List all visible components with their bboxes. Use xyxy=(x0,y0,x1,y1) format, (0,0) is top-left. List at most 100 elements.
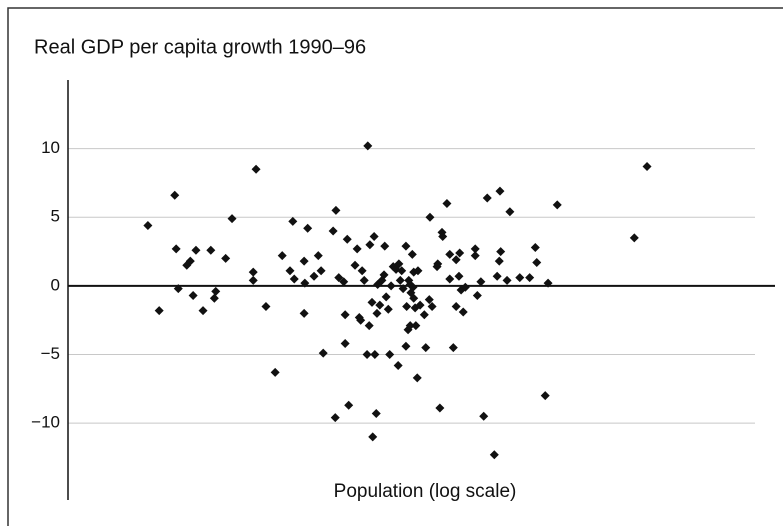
point xyxy=(401,241,411,251)
point xyxy=(451,255,461,265)
point xyxy=(261,301,271,311)
point xyxy=(492,271,502,281)
point xyxy=(170,190,180,200)
point xyxy=(299,308,309,318)
point xyxy=(642,161,652,171)
point xyxy=(356,315,366,325)
point xyxy=(300,278,310,288)
point xyxy=(489,450,499,460)
point xyxy=(458,307,468,317)
point xyxy=(445,249,455,259)
point xyxy=(415,300,425,310)
point xyxy=(412,373,422,383)
point xyxy=(482,193,492,203)
point xyxy=(372,308,382,318)
point xyxy=(185,256,195,266)
point xyxy=(340,339,350,349)
point xyxy=(359,275,369,285)
y-tick-label: 10 xyxy=(41,138,60,157)
point xyxy=(496,247,506,257)
point xyxy=(552,200,562,210)
point xyxy=(365,240,375,250)
point xyxy=(433,259,443,269)
point xyxy=(398,284,408,294)
point xyxy=(206,245,216,255)
point xyxy=(540,391,550,401)
y-tick-label: −10 xyxy=(31,413,60,432)
point xyxy=(442,199,452,209)
point xyxy=(352,244,362,254)
y-tick-label: −5 xyxy=(41,344,60,363)
point xyxy=(397,266,407,276)
point xyxy=(460,282,470,292)
point xyxy=(401,341,411,351)
point xyxy=(395,275,405,285)
point xyxy=(154,306,164,316)
point xyxy=(248,275,258,285)
point xyxy=(362,350,372,360)
point xyxy=(425,212,435,222)
point xyxy=(495,186,505,196)
point xyxy=(344,400,354,410)
point xyxy=(331,205,341,215)
point xyxy=(363,141,373,151)
point xyxy=(368,432,378,442)
point xyxy=(470,244,480,254)
point xyxy=(364,321,374,331)
point xyxy=(421,343,431,353)
point xyxy=(409,293,419,303)
point xyxy=(530,242,540,252)
point xyxy=(251,164,261,174)
chart-title: Real GDP per capita growth 1990–96 xyxy=(34,36,366,58)
point xyxy=(313,251,323,261)
point xyxy=(369,231,379,241)
point xyxy=(380,241,390,251)
point xyxy=(330,413,340,423)
point xyxy=(370,350,380,360)
point xyxy=(385,350,395,360)
point xyxy=(299,256,309,266)
point xyxy=(285,266,295,276)
point xyxy=(394,259,404,269)
point xyxy=(383,304,393,314)
point xyxy=(629,233,639,243)
point xyxy=(405,321,415,331)
point xyxy=(438,231,448,241)
point xyxy=(502,275,512,285)
point xyxy=(379,270,389,280)
point xyxy=(472,290,482,300)
point xyxy=(479,411,489,421)
point xyxy=(318,348,328,358)
point xyxy=(445,274,455,284)
point xyxy=(277,251,287,261)
point xyxy=(470,251,480,261)
point xyxy=(309,271,319,281)
point xyxy=(340,310,350,320)
point xyxy=(367,297,377,307)
point xyxy=(419,310,429,320)
point xyxy=(454,271,464,281)
point xyxy=(451,301,461,311)
point xyxy=(476,277,486,287)
point xyxy=(402,301,412,311)
point xyxy=(505,207,515,217)
point xyxy=(525,273,535,283)
point xyxy=(375,300,385,310)
point xyxy=(303,223,313,233)
point xyxy=(227,214,237,224)
point xyxy=(143,220,153,230)
point xyxy=(494,256,504,266)
point xyxy=(188,290,198,300)
x-axis-label: Population (log scale) xyxy=(334,481,517,502)
point xyxy=(342,234,352,244)
y-tick-label: 0 xyxy=(51,275,60,294)
point xyxy=(191,245,201,255)
point xyxy=(543,278,553,288)
point xyxy=(448,343,458,353)
point xyxy=(328,226,338,236)
point xyxy=(408,282,418,292)
frame xyxy=(7,7,783,526)
point xyxy=(289,274,299,284)
point xyxy=(357,266,367,276)
